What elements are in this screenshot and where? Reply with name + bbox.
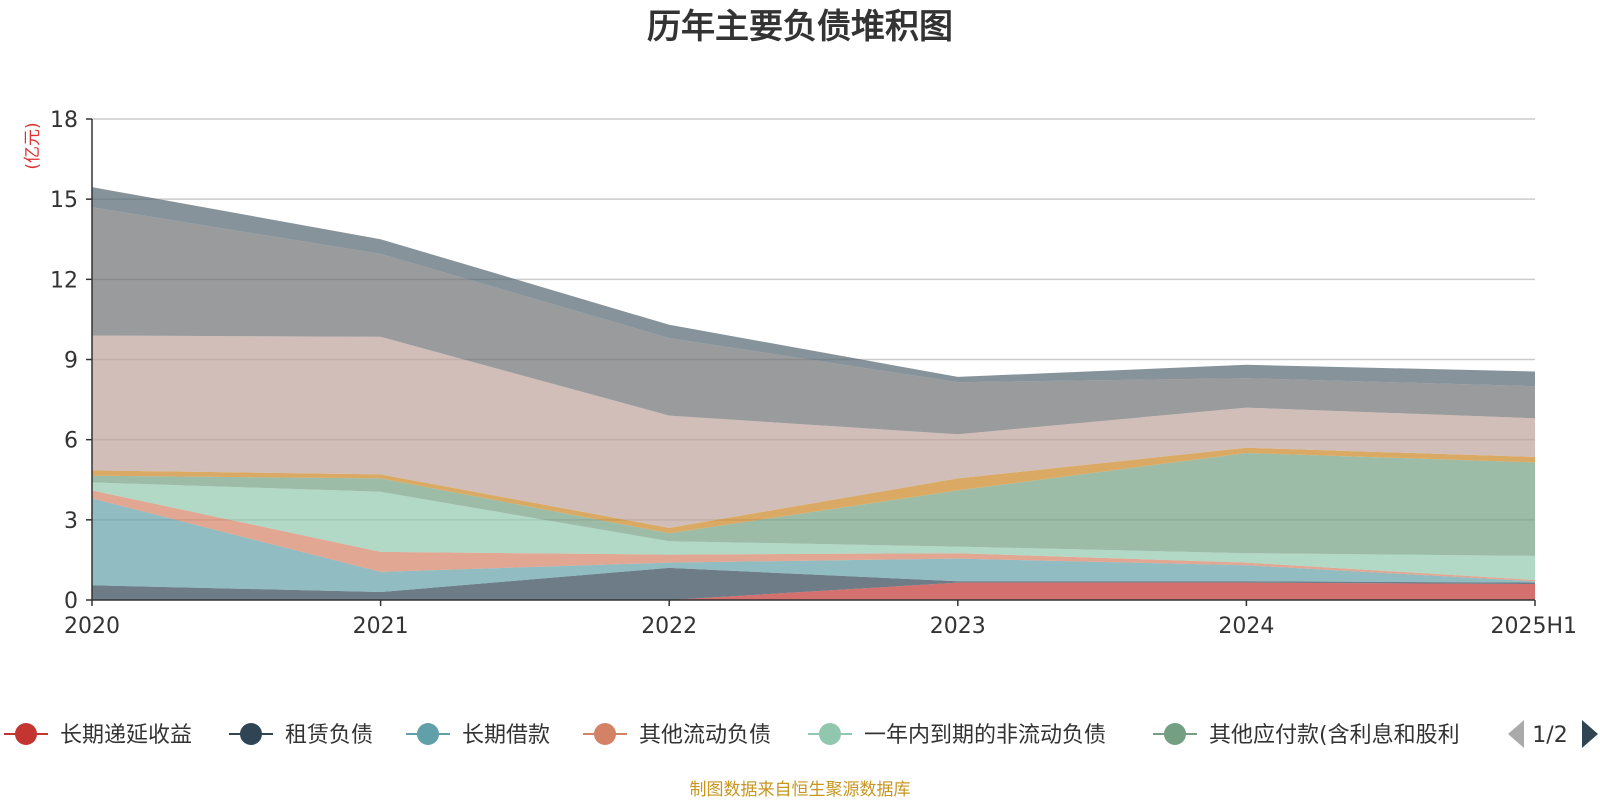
y-tick-label: 9 bbox=[64, 349, 78, 374]
area-series-8 bbox=[92, 207, 1535, 435]
area-series-1 bbox=[92, 567, 1535, 600]
legend-pager: 1/2 bbox=[1508, 720, 1598, 748]
legend-item-3[interactable]: 其他流动负债 bbox=[583, 723, 771, 748]
area-series-3 bbox=[92, 490, 1535, 582]
legend: 长期递延收益 租赁负债 长期借款 其他流动负债 一年内到期的非流动负债 其他应付款(含利息… bbox=[4, 723, 1460, 748]
area-series-2 bbox=[92, 498, 1535, 592]
y-tick-label: 12 bbox=[50, 268, 78, 293]
legend-label: 长期借款 bbox=[462, 723, 550, 748]
legend-label: 其他流动负债 bbox=[639, 723, 771, 748]
legend-label: 其他应付款(含利息和股利 bbox=[1209, 723, 1460, 748]
area-series-6 bbox=[92, 447, 1535, 534]
x-tick-label: 2021 bbox=[353, 614, 409, 639]
chart-title: 历年主要负债堆积图 bbox=[647, 7, 953, 47]
legend-item-5[interactable]: 其他应付款(含利息和股利 bbox=[1153, 723, 1460, 748]
legend-item-0[interactable]: 长期递延收益 bbox=[4, 723, 192, 748]
legend-label: 一年内到期的非流动负债 bbox=[864, 723, 1106, 748]
x-tick-label: 2022 bbox=[641, 614, 697, 639]
area-series-5 bbox=[92, 453, 1535, 556]
legend-item-1[interactable]: 租赁负债 bbox=[229, 723, 373, 748]
legend-marker-icon bbox=[1164, 723, 1186, 745]
y-tick-label: 3 bbox=[64, 509, 78, 534]
y-tick-label: 0 bbox=[64, 589, 78, 614]
legend-marker-icon bbox=[15, 723, 37, 745]
legend-label: 租赁负债 bbox=[285, 723, 373, 748]
x-tick-label: 2024 bbox=[1218, 614, 1274, 639]
legend-marker-icon bbox=[819, 723, 841, 745]
legend-label: 长期递延收益 bbox=[60, 723, 192, 748]
legend-next-page-icon[interactable] bbox=[1582, 720, 1598, 748]
area-series-7 bbox=[92, 335, 1535, 528]
legend-item-2[interactable]: 长期借款 bbox=[406, 723, 550, 748]
legend-page-indicator: 1/2 bbox=[1532, 723, 1567, 748]
legend-marker-icon bbox=[594, 723, 616, 745]
x-tick-label: 2020 bbox=[64, 614, 120, 639]
legend-item-4[interactable]: 一年内到期的非流动负债 bbox=[808, 723, 1106, 748]
legend-marker-icon bbox=[417, 723, 439, 745]
area-series-4 bbox=[92, 482, 1535, 580]
y-tick-label: 15 bbox=[50, 188, 78, 213]
y-tick-label: 18 bbox=[50, 108, 78, 133]
data-source-note: 制图数据来自恒生聚源数据库 bbox=[690, 780, 911, 800]
x-tick-label: 2023 bbox=[930, 614, 986, 639]
axes: 0 3 6 9 12 15 18 2020 2021 2022 2023 2024 2025H1 bbox=[50, 108, 1577, 639]
legend-prev-page-icon[interactable] bbox=[1508, 720, 1524, 748]
legend-marker-icon bbox=[240, 723, 262, 745]
area-series-group bbox=[92, 187, 1535, 600]
x-tick-label: 2025H1 bbox=[1490, 614, 1577, 639]
y-tick-label: 6 bbox=[64, 429, 78, 454]
y-axis-unit: (亿元) bbox=[23, 122, 43, 169]
